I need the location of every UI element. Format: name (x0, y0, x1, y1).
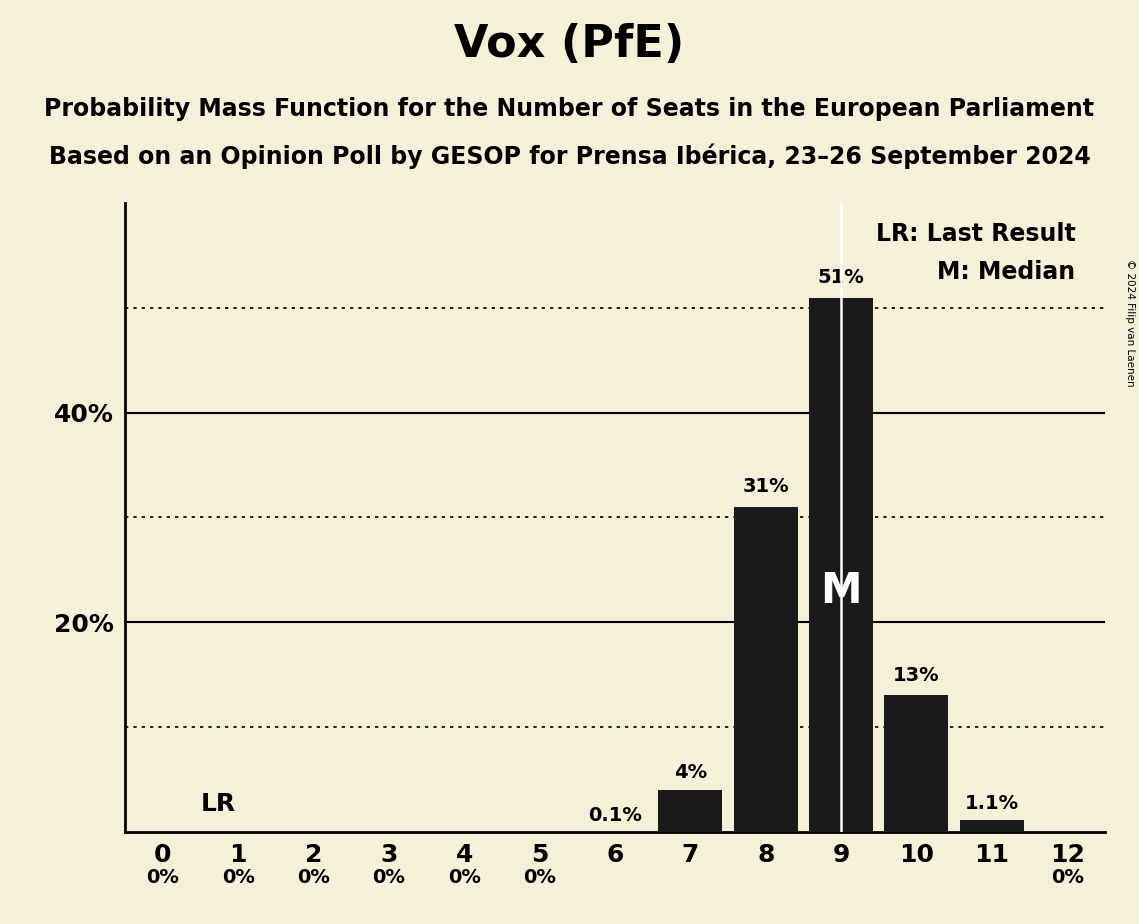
Bar (884, 696, 949, 832)
Text: Based on an Opinion Poll by GESOP for Prensa Ibérica, 23–26 September 2024: Based on an Opinion Poll by GESOP for Pr… (49, 143, 1090, 169)
Text: 0%: 0% (523, 869, 556, 887)
Text: 0%: 0% (1050, 869, 1083, 887)
Bar (734, 507, 797, 832)
Text: 0%: 0% (448, 869, 481, 887)
Bar (658, 790, 722, 832)
Bar (809, 298, 874, 832)
Text: M: M (820, 570, 862, 613)
Text: 0%: 0% (372, 869, 405, 887)
Text: 1.1%: 1.1% (965, 794, 1019, 813)
Text: 0%: 0% (222, 869, 255, 887)
Text: LR: LR (200, 792, 236, 816)
Text: 31%: 31% (743, 478, 789, 496)
Bar (960, 821, 1024, 832)
Text: 0%: 0% (297, 869, 330, 887)
Bar (583, 831, 647, 832)
Text: Vox (PfE): Vox (PfE) (454, 23, 685, 67)
Text: 4%: 4% (674, 763, 707, 783)
Text: Probability Mass Function for the Number of Seats in the European Parliament: Probability Mass Function for the Number… (44, 97, 1095, 121)
Text: 13%: 13% (893, 666, 940, 685)
Text: 0.1%: 0.1% (588, 807, 642, 825)
Text: M: Median: M: Median (937, 260, 1075, 284)
Text: 51%: 51% (818, 268, 865, 287)
Text: LR: Last Result: LR: Last Result (876, 222, 1075, 246)
Text: © 2024 Filip van Laenen: © 2024 Filip van Laenen (1125, 259, 1134, 386)
Text: 0%: 0% (147, 869, 180, 887)
